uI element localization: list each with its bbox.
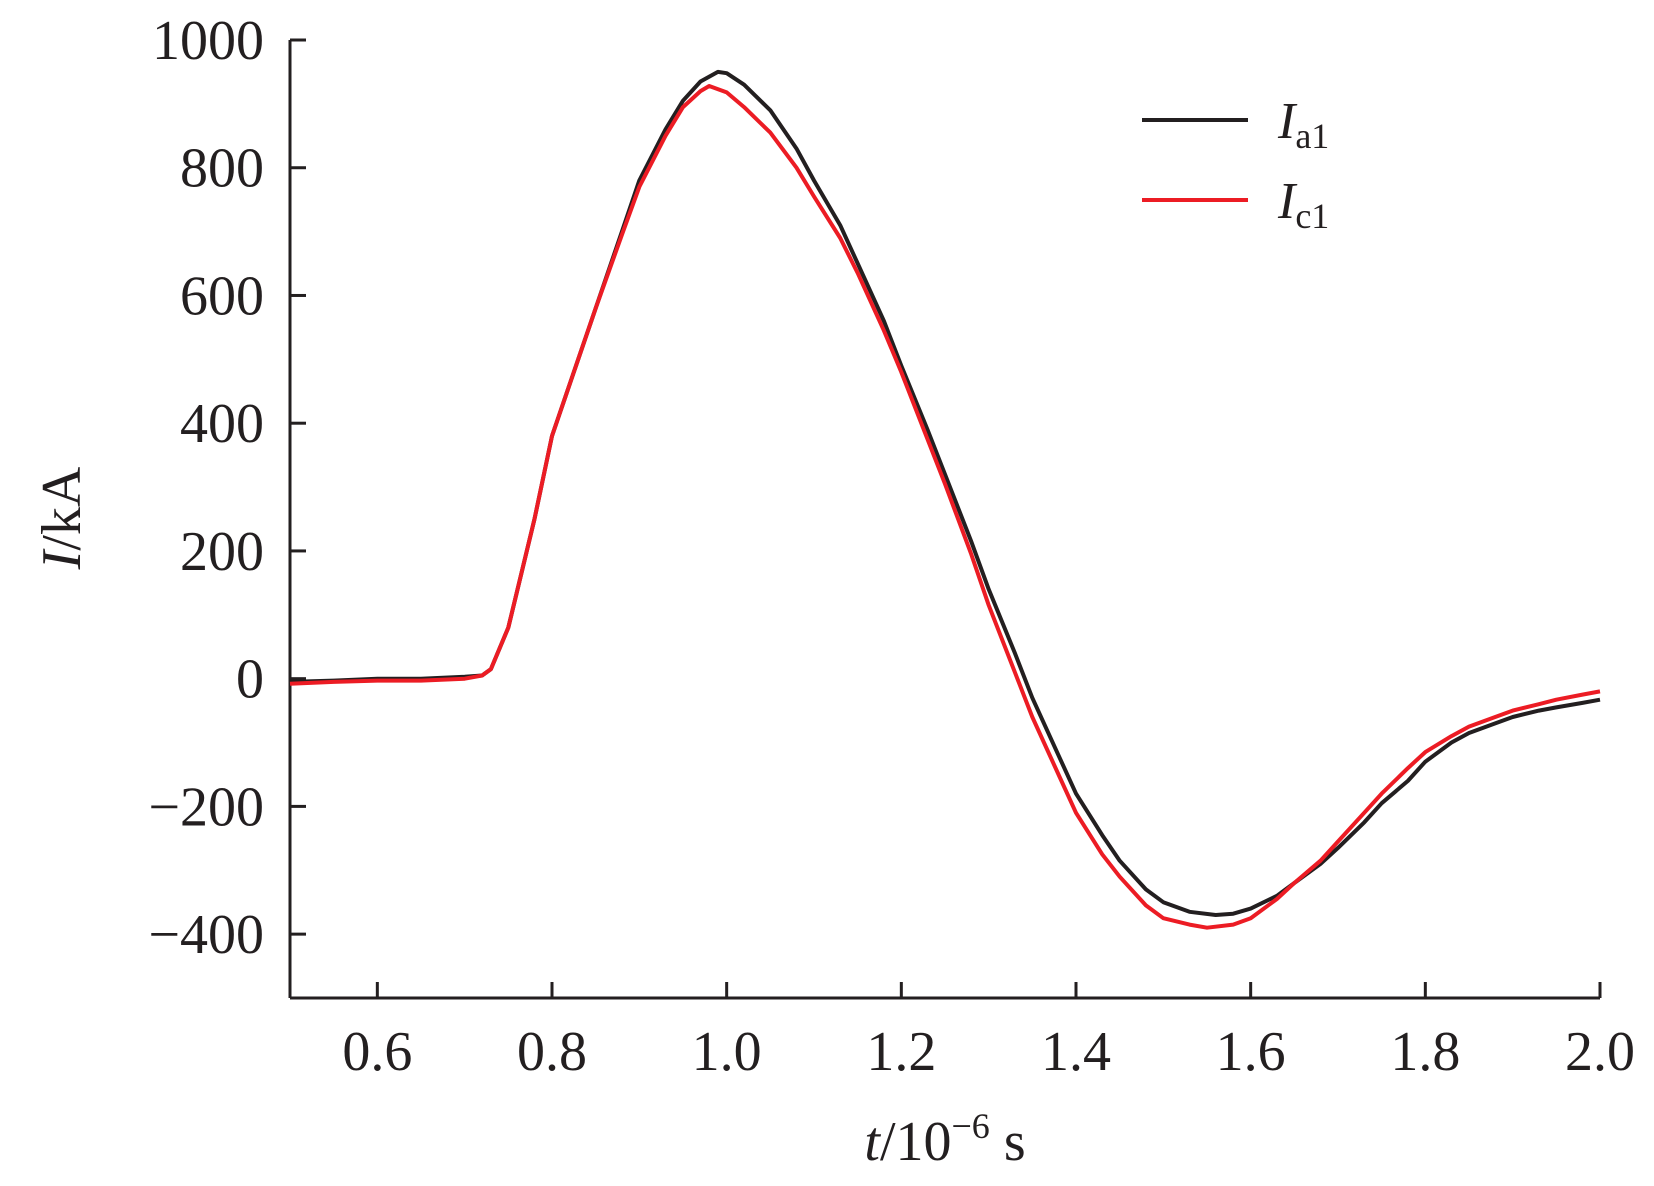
x-tick-label: 2.0 — [1565, 1021, 1635, 1083]
series-line-c1 — [289, 84, 1601, 930]
x-tick-label: 1.4 — [1041, 1021, 1111, 1083]
x-axis-title: t/10−6 s — [864, 1106, 1025, 1173]
x-tick-label: 0.8 — [517, 1021, 587, 1083]
axes: −400 −200 0 200 400 600 800 1000 0.6 0.8 1.0 1.2 1.… — [148, 10, 1635, 1083]
x-tick-label: 1.0 — [692, 1021, 762, 1083]
y-axis-title-var: I — [31, 548, 93, 570]
x-axis-title-var: t — [864, 1111, 881, 1173]
x-axis-title-exponent: −6 — [952, 1106, 990, 1146]
y-axis-title-unit: /kA — [31, 466, 93, 551]
legend-var: I — [1277, 173, 1298, 230]
legend-entry-a1: Ia1 — [1277, 93, 1329, 156]
legend-var: I — [1277, 93, 1298, 150]
series-group — [289, 69, 1601, 930]
y-tick-label: 0 — [236, 649, 264, 711]
legend-entry-c1: Ic1 — [1277, 173, 1329, 236]
x-axis-title-unit-base: /10 — [880, 1111, 952, 1173]
x-tick-label: 0.6 — [342, 1021, 412, 1083]
y-tick-label: 600 — [180, 265, 264, 327]
legend-subscript: a1 — [1295, 116, 1329, 156]
legend-subscript: c1 — [1295, 196, 1329, 236]
x-tick-label: 1.8 — [1390, 1021, 1460, 1083]
series-line-a1 — [289, 69, 1601, 917]
y-tick-label: 1000 — [152, 10, 264, 72]
x-tick-label: 1.2 — [866, 1021, 936, 1083]
x-axis-title-unit: s — [990, 1111, 1026, 1173]
y-ticks: −400 −200 0 200 400 600 800 1000 — [148, 10, 306, 966]
y-tick-label: −200 — [148, 776, 264, 838]
y-tick-label: 400 — [180, 393, 264, 455]
x-ticks: 0.6 0.8 1.0 1.2 1.4 1.6 1.8 2.0 — [342, 982, 1635, 1083]
x-tick-label: 1.6 — [1216, 1021, 1286, 1083]
y-tick-label: 800 — [180, 138, 264, 200]
y-tick-label: −400 — [148, 904, 264, 966]
y-axis-title: I/kA — [31, 466, 93, 570]
y-tick-label: 200 — [180, 521, 264, 583]
